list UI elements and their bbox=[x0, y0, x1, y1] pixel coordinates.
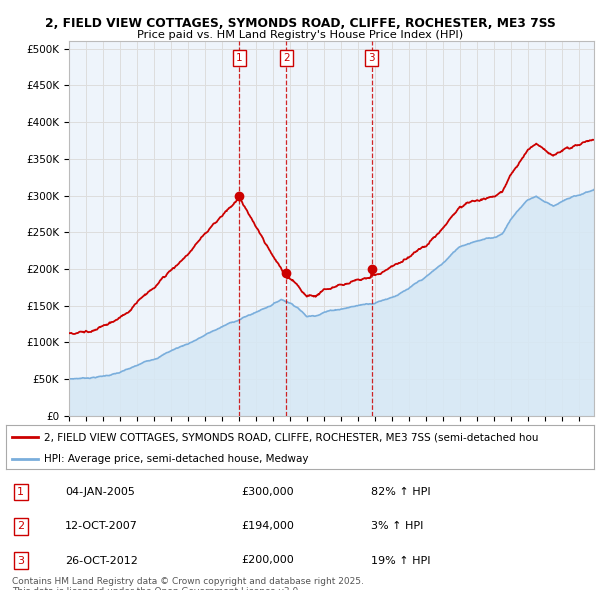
Text: 26-OCT-2012: 26-OCT-2012 bbox=[65, 556, 137, 565]
Text: 3: 3 bbox=[368, 53, 375, 63]
Text: HPI: Average price, semi-detached house, Medway: HPI: Average price, semi-detached house,… bbox=[44, 454, 309, 464]
Text: 3% ↑ HPI: 3% ↑ HPI bbox=[371, 522, 423, 531]
Text: 2: 2 bbox=[17, 522, 24, 531]
Text: £194,000: £194,000 bbox=[241, 522, 294, 531]
Text: 1: 1 bbox=[17, 487, 24, 497]
Text: 1: 1 bbox=[236, 53, 242, 63]
Text: 04-JAN-2005: 04-JAN-2005 bbox=[65, 487, 134, 497]
Text: 2, FIELD VIEW COTTAGES, SYMONDS ROAD, CLIFFE, ROCHESTER, ME3 7SS (semi-detached : 2, FIELD VIEW COTTAGES, SYMONDS ROAD, CL… bbox=[44, 432, 539, 442]
Text: 2: 2 bbox=[283, 53, 290, 63]
Text: 3: 3 bbox=[17, 556, 24, 565]
Text: 2, FIELD VIEW COTTAGES, SYMONDS ROAD, CLIFFE, ROCHESTER, ME3 7SS: 2, FIELD VIEW COTTAGES, SYMONDS ROAD, CL… bbox=[44, 17, 556, 30]
Text: 19% ↑ HPI: 19% ↑ HPI bbox=[371, 556, 430, 565]
Text: 82% ↑ HPI: 82% ↑ HPI bbox=[371, 487, 430, 497]
Text: 12-OCT-2007: 12-OCT-2007 bbox=[65, 522, 137, 531]
Text: Price paid vs. HM Land Registry's House Price Index (HPI): Price paid vs. HM Land Registry's House … bbox=[137, 30, 463, 40]
Text: £300,000: £300,000 bbox=[241, 487, 294, 497]
Text: Contains HM Land Registry data © Crown copyright and database right 2025.
This d: Contains HM Land Registry data © Crown c… bbox=[12, 577, 364, 590]
Text: £200,000: £200,000 bbox=[241, 556, 294, 565]
